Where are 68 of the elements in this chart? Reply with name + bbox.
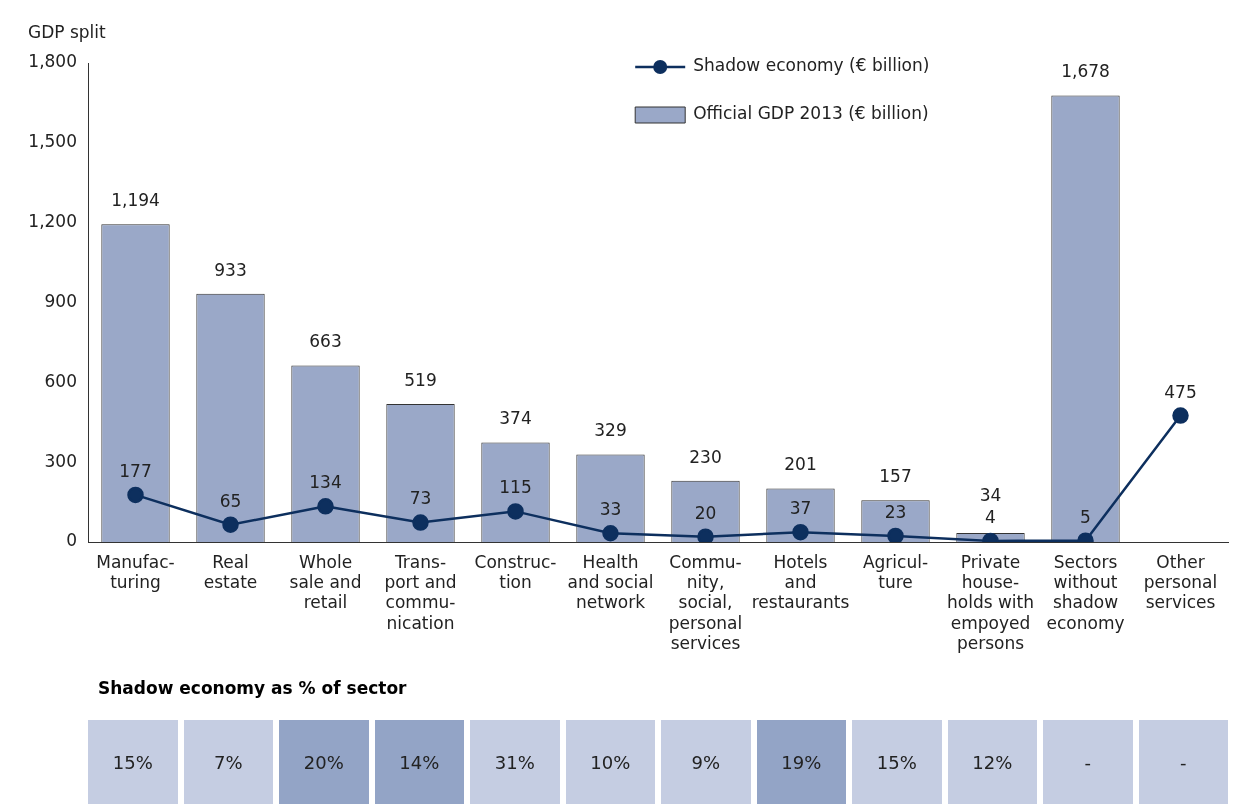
data-label: 519	[404, 369, 437, 390]
point	[887, 527, 904, 542]
data-label: 23	[884, 501, 907, 522]
point	[127, 486, 144, 504]
y-tick-label: 600	[44, 370, 77, 391]
x-tick-label: Real estate	[203, 551, 258, 593]
data-label: 1,194	[111, 190, 160, 211]
data-label: 374	[499, 408, 532, 429]
point	[507, 503, 524, 520]
x-tick-label: Trans- port and commu- nication	[384, 551, 457, 633]
x-tick-label: Construc- tion	[474, 551, 557, 593]
text: Shadow economy as % of sector	[98, 678, 408, 698]
text: 12%	[972, 751, 1013, 773]
text: 15%	[876, 751, 917, 773]
text: -	[1084, 751, 1091, 773]
point	[602, 524, 619, 542]
data-label: 65	[219, 490, 242, 511]
text: 20%	[303, 751, 344, 773]
data-label: 1,678	[1061, 61, 1110, 82]
x-tick-label: Health and social network	[567, 551, 654, 613]
y-tick-label: 300	[44, 450, 77, 471]
y-tick-label: 1,200	[28, 211, 77, 232]
y-tick-label: 900	[44, 290, 77, 311]
point	[697, 528, 714, 542]
data-label: 329	[594, 420, 627, 441]
x-tick-label: Whole sale and retail	[289, 551, 362, 613]
text: 14%	[399, 751, 440, 773]
data-label: 230	[689, 446, 722, 467]
text: 7%	[213, 751, 243, 773]
data-label: 4	[985, 506, 996, 527]
data-label: 177	[119, 460, 152, 481]
data-label: 157	[879, 466, 912, 487]
data-label: 115	[499, 477, 532, 498]
text: 9%	[691, 751, 721, 773]
y-tick-label: 0	[66, 530, 77, 551]
data-label: 20	[694, 502, 717, 523]
data-label: 34	[979, 484, 1002, 505]
data-label: 663	[309, 331, 342, 352]
point	[792, 523, 809, 541]
x-tick-label: Agricul- ture	[862, 551, 929, 593]
point	[1172, 407, 1189, 424]
data-label: 201	[784, 454, 817, 475]
data-label: 37	[789, 498, 812, 519]
text: 19%	[781, 751, 822, 773]
y-tick-label: 1,800	[28, 51, 77, 72]
legend-label: Official GDP 2013 (€ billion)	[693, 103, 929, 124]
legend-label: Shadow economy (€ billion)	[693, 55, 930, 76]
y-axis-title: GDP split	[28, 22, 107, 42]
data-label: 475	[1164, 381, 1197, 402]
text: -	[1180, 751, 1187, 773]
x-tick-label: Manufac- turing	[96, 551, 175, 593]
text: 15%	[112, 751, 153, 773]
text: 10%	[590, 751, 631, 773]
data-label: 134	[309, 472, 342, 493]
y-tick-label: 1,500	[28, 131, 77, 152]
text: 31%	[494, 751, 535, 773]
x-tick-label: Hotels and restaurants	[751, 551, 850, 613]
point	[222, 516, 239, 533]
x-tick-label: Private house- holds with empoyed persons	[946, 551, 1035, 654]
data-label: 73	[409, 488, 432, 509]
data-label: 5	[1080, 506, 1091, 527]
point	[412, 514, 429, 531]
data-label: 33	[599, 499, 622, 520]
x-tick-label: Commu- nity, social, personal services	[668, 551, 743, 654]
x-tick-label: Sectors without shadow economy	[1046, 551, 1125, 633]
data-label: 933	[214, 259, 247, 280]
x-tick-label: Other personal services	[1143, 551, 1218, 613]
point	[317, 498, 334, 515]
